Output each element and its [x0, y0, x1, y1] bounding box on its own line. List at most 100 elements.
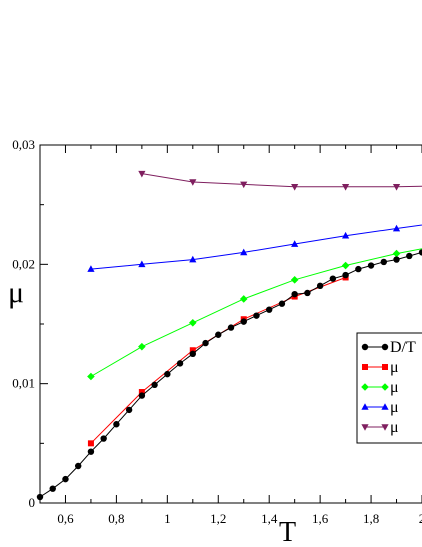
data-point — [266, 306, 273, 313]
data-point — [189, 347, 196, 354]
data-point — [278, 300, 286, 307]
data-point — [215, 331, 222, 338]
legend-item: μ — [361, 379, 399, 396]
y-tick-label: 0,01 — [12, 376, 35, 391]
data-point — [75, 462, 82, 470]
data-point — [392, 224, 401, 232]
series-3 — [87, 248, 422, 381]
x-tick-label: 1,6 — [312, 511, 329, 526]
data-point — [138, 260, 146, 268]
data-point — [291, 290, 298, 298]
data-point — [49, 485, 56, 492]
data-point — [87, 372, 95, 381]
data-point — [87, 265, 95, 272]
data-point — [418, 249, 422, 256]
x-tick-label: 1,4 — [261, 511, 278, 526]
data-point — [290, 276, 299, 284]
legend-item: D/T — [361, 339, 416, 356]
legend-label: μ — [390, 359, 399, 376]
y-axis-title: μ — [8, 276, 24, 309]
data-point — [239, 295, 248, 303]
series-line — [90, 248, 422, 377]
data-point — [189, 179, 197, 186]
x-tick-label: 2 — [419, 511, 422, 526]
data-point — [87, 440, 94, 447]
x-tick-label: 0,6 — [57, 511, 74, 526]
data-point — [138, 389, 145, 396]
data-point — [253, 312, 260, 319]
data-point — [176, 360, 184, 367]
legend-marker — [361, 383, 369, 391]
data-point — [87, 448, 95, 455]
data-point — [113, 421, 120, 428]
data-point — [202, 339, 209, 347]
legend-marker — [361, 424, 369, 431]
data-point — [341, 261, 350, 270]
data-point — [342, 183, 350, 191]
data-point — [393, 256, 400, 263]
data-point — [240, 318, 247, 325]
data-point — [62, 475, 69, 483]
series-5 — [138, 170, 422, 191]
series-2 — [87, 274, 349, 447]
series-group — [36, 170, 422, 501]
legend-item: μ — [361, 419, 399, 436]
data-point — [138, 170, 146, 178]
data-point — [138, 392, 146, 399]
y-tick-label: 0 — [29, 495, 36, 510]
data-point — [316, 282, 324, 290]
data-point — [138, 342, 146, 351]
data-point — [240, 181, 248, 189]
x-axis-title: T — [279, 517, 296, 547]
plot-border — [39, 144, 422, 504]
legend-marker — [381, 383, 389, 391]
x-axis: 0,6 0,8 1 1,2 1,4 1,6 1,8 2 — [57, 145, 422, 526]
plot-frame — [39, 144, 422, 504]
legend-marker — [362, 364, 368, 370]
data-point — [329, 275, 337, 282]
data-point — [367, 262, 375, 269]
y-tick-label: 0,03 — [12, 137, 35, 152]
legend-marker — [361, 403, 369, 410]
series-4 — [87, 224, 422, 272]
data-point — [380, 258, 387, 266]
legend-marker — [361, 343, 369, 351]
series-line — [90, 224, 422, 270]
legend-marker — [381, 343, 389, 351]
data-point — [392, 183, 401, 191]
legend-item: μ — [361, 399, 399, 416]
data-point — [227, 324, 235, 331]
data-point — [240, 248, 248, 256]
legend-label: μ — [390, 399, 399, 416]
data-point — [100, 435, 107, 442]
data-point — [189, 255, 197, 263]
x-tick-label: 1,2 — [210, 511, 226, 526]
data-point — [189, 319, 197, 327]
data-point — [189, 350, 196, 358]
x-tick-label: 1 — [164, 511, 171, 526]
y-axis: 0 0,01 0,02 0,03 — [12, 137, 48, 510]
data-point — [342, 231, 350, 239]
data-point — [392, 249, 401, 258]
legend-marker — [381, 403, 389, 410]
series-line — [141, 173, 422, 188]
data-point — [355, 265, 362, 273]
data-point — [291, 183, 299, 191]
legend-marker — [382, 364, 388, 370]
legend-marker — [381, 424, 389, 431]
data-point — [342, 271, 349, 279]
series-1 — [36, 249, 422, 501]
data-point — [151, 381, 158, 389]
x-tick-label: 1,8 — [363, 511, 379, 526]
data-point — [291, 240, 299, 247]
data-point — [406, 252, 413, 260]
data-point — [125, 406, 133, 414]
series-line — [90, 277, 346, 444]
y-tick-label: 0,02 — [12, 256, 35, 271]
data-point — [164, 370, 171, 378]
x-tick-label: 0,8 — [108, 511, 124, 526]
legend-label: D/T — [390, 339, 416, 356]
legend-label: μ — [390, 419, 399, 436]
